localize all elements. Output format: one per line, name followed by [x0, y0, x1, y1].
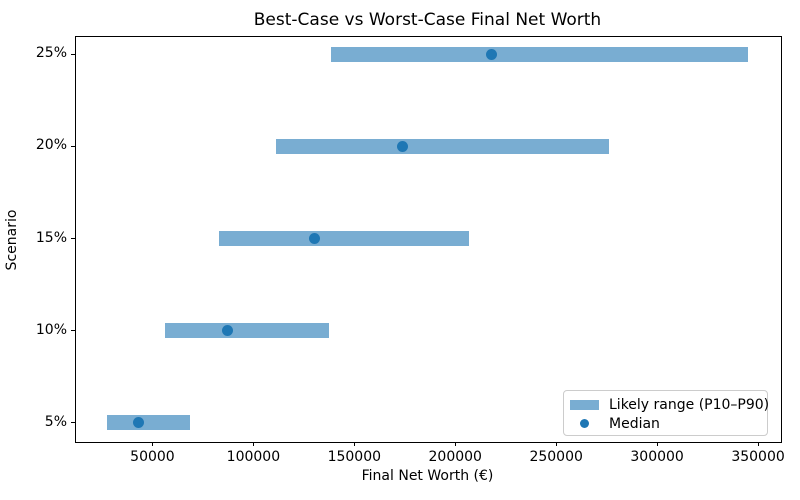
x-tick-label: 100000: [226, 449, 281, 465]
chart-title: Best-Case vs Worst-Case Final Net Worth: [253, 10, 602, 30]
legend-range-swatch-icon: [570, 399, 599, 410]
y-tick-mark: [71, 145, 75, 147]
y-axis-label: Scenario: [4, 209, 20, 271]
x-tick-mark: [454, 442, 456, 446]
x-tick-label: 250000: [529, 449, 583, 465]
median-dot: [397, 140, 409, 152]
y-tick-label: 20%: [35, 137, 67, 154]
y-tick-mark: [71, 422, 75, 424]
range-bar: [331, 46, 748, 62]
x-tick-mark: [656, 442, 658, 446]
y-tick-label: 25%: [35, 45, 67, 62]
range-bar: [219, 231, 470, 246]
y-tick-mark: [71, 53, 75, 55]
x-tick-mark: [555, 442, 557, 446]
x-tick-label: 150000: [327, 449, 382, 465]
y-tick-label: 15%: [35, 229, 67, 246]
median-dot: [309, 233, 321, 244]
y-tick-mark: [71, 330, 75, 332]
legend-item-median: Median: [570, 414, 767, 433]
y-tick-label: 5%: [44, 413, 67, 430]
range-bar: [275, 138, 609, 154]
median-dot: [221, 325, 233, 337]
y-tick-label: 10%: [35, 321, 67, 338]
legend-median-label: Median: [609, 415, 660, 432]
x-tick-mark: [353, 442, 355, 446]
range-bar: [107, 415, 190, 431]
x-tick-label: 200000: [428, 449, 482, 465]
legend: Likely range (P10–P90) Median: [563, 390, 770, 436]
legend-median-dot-cell: [570, 419, 599, 428]
median-dot: [132, 417, 144, 429]
x-tick-label: 350000: [731, 449, 785, 465]
x-tick-mark: [252, 442, 254, 446]
legend-median-dot-icon: [580, 419, 589, 428]
median-dot: [486, 48, 498, 60]
x-tick-label: 300000: [630, 449, 684, 465]
x-tick-label: 50000: [130, 449, 175, 465]
legend-item-range: Likely range (P10–P90): [570, 395, 770, 414]
x-tick-mark: [757, 442, 759, 446]
x-axis-label: Final Net Worth (€): [361, 468, 494, 484]
range-bar: [164, 323, 330, 339]
x-tick-mark: [151, 442, 153, 446]
y-tick-mark: [71, 238, 75, 239]
legend-range-label: Likely range (P10–P90): [609, 396, 770, 413]
